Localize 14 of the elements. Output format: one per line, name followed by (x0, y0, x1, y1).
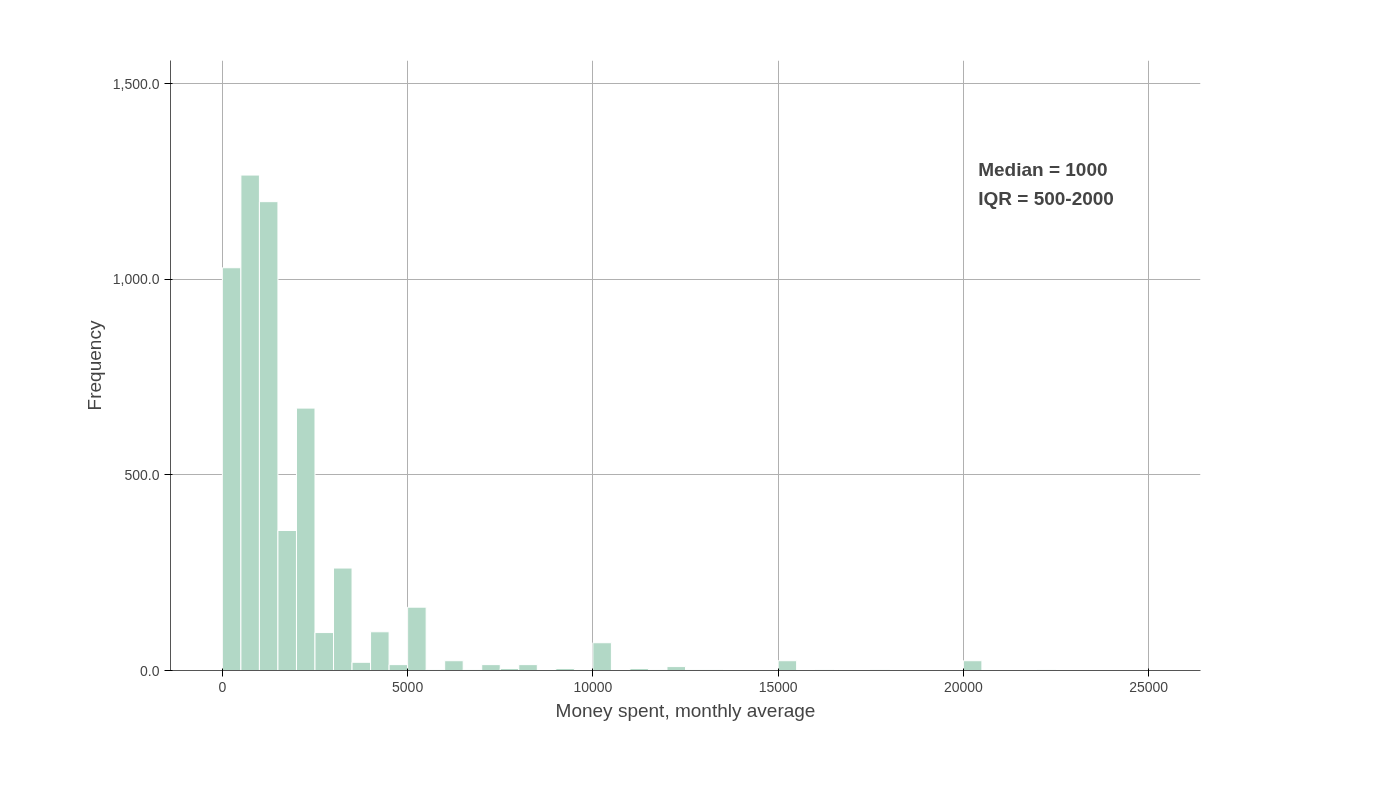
x-tick-label: 0 (218, 678, 227, 695)
x-tick-label: 15000 (758, 678, 798, 695)
annotation: Median = 1000 (978, 158, 1108, 180)
x-tick-label: 10000 (573, 678, 613, 695)
x-tick-label: 20000 (943, 678, 984, 695)
y-tick-label: 0.0 (140, 662, 160, 679)
y-tick-label: 1,000.0 (112, 271, 160, 288)
x-axis-title: Money spent, monthly average (555, 699, 816, 721)
y-tick-label: 1,500.0 (112, 75, 160, 92)
x-tick-label: 25000 (1129, 678, 1169, 695)
y-tick-label: 500.0 (124, 466, 160, 483)
x-tick-label: 5000 (392, 678, 424, 695)
annotation: IQR = 500-2000 (978, 188, 1114, 210)
y-axis-title: Frequency (83, 320, 105, 411)
